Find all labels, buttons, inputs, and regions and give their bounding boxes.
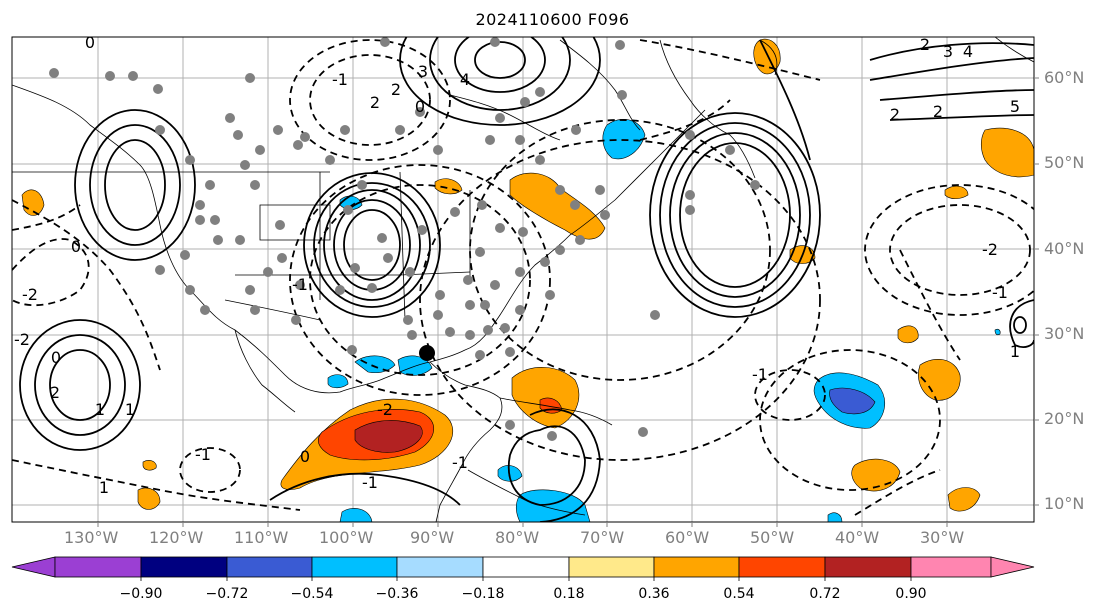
lon-label: 60°W: [665, 528, 710, 547]
lon-label: 70°W: [580, 528, 625, 547]
colorbar-under-triangle: [11, 556, 56, 578]
shaded-anomalies: [21, 38, 1034, 522]
contour-label: -1: [195, 445, 211, 464]
contour-label: 2: [370, 93, 380, 112]
contour-label: 1: [1010, 342, 1020, 361]
contour-label: 2: [933, 102, 943, 121]
contour-label: 0: [415, 97, 425, 116]
lon-label: 100°W: [319, 528, 374, 547]
contour-label: 1: [95, 400, 105, 419]
colorbar-tick-label: 0.90: [895, 586, 927, 602]
lat-label: 30°N: [1044, 324, 1085, 343]
contour-label: -1: [992, 283, 1008, 302]
contour-label: 0: [51, 348, 61, 367]
contour-label: 0: [85, 33, 95, 52]
contour-label: 2: [50, 383, 60, 402]
axis-ticks: [97, 77, 1039, 527]
colorbar-tick-label: −0.36: [375, 586, 419, 602]
contour-label: -1: [332, 70, 348, 89]
contour-label: 2: [920, 35, 930, 54]
lon-label: 40°W: [835, 528, 880, 547]
contour-label: -2: [14, 330, 30, 349]
lon-label: 120°W: [149, 528, 204, 547]
lon-label: 130°W: [64, 528, 119, 547]
lat-label: 10°N: [1044, 494, 1085, 513]
colorbar-over-triangle: [990, 556, 1035, 578]
contour-label: 4: [460, 70, 470, 89]
contour-label: -1: [452, 453, 468, 472]
colorbar-tick-label: −0.54: [290, 586, 334, 602]
contour-label: 5: [1010, 97, 1020, 116]
contour-label: -1: [292, 275, 308, 294]
contour-label: -1: [752, 365, 768, 384]
lon-label: 30°W: [920, 528, 965, 547]
storm-position-marker: [419, 345, 435, 361]
contour-label: 1: [125, 400, 135, 419]
lat-label: 40°N: [1044, 239, 1085, 258]
colorbar-tick-label: 0.36: [638, 586, 670, 602]
colorbar-tick-label: −0.72: [205, 586, 249, 602]
contour-label: -1: [362, 473, 378, 492]
colorbar: [11, 556, 1035, 581]
contour-label: 3: [418, 62, 428, 81]
contour-label: 1: [99, 478, 109, 497]
lon-label: 50°W: [750, 528, 795, 547]
lat-label: 50°N: [1044, 153, 1085, 172]
contour-label: -2: [377, 400, 393, 419]
contour-label: -2: [982, 240, 998, 259]
lon-label: 80°W: [495, 528, 540, 547]
contour-label: 2: [890, 105, 900, 124]
colorbar-tick-label: 0.54: [723, 586, 755, 602]
contour-labels: 3 4 2 0 2 3 4 5 2 2 0 -2 2 0 -2 -1 1 -1 …: [14, 33, 1020, 497]
contours-dashed: [12, 39, 1034, 516]
lat-label: 20°N: [1044, 409, 1085, 428]
colorbar-tick-label: 0.18: [553, 586, 585, 602]
contour-label: 0: [300, 447, 310, 466]
contour-label: 3: [943, 42, 953, 61]
contour-label: -2: [22, 285, 38, 304]
contour-label: 0: [71, 237, 81, 256]
map-title: 2024110600 F096: [475, 10, 630, 29]
contour-label: 4: [963, 42, 973, 61]
lon-label: 90°W: [410, 528, 455, 547]
station-dots: [49, 37, 760, 441]
lon-label: 110°W: [234, 528, 289, 547]
lat-label: 60°N: [1044, 68, 1085, 87]
colorbar-tick-label: 0.72: [809, 586, 841, 602]
contour-label: 2: [391, 80, 401, 99]
colorbar-tick-label: −0.90: [119, 586, 163, 602]
colorbar-tick-label: −0.18: [461, 586, 505, 602]
